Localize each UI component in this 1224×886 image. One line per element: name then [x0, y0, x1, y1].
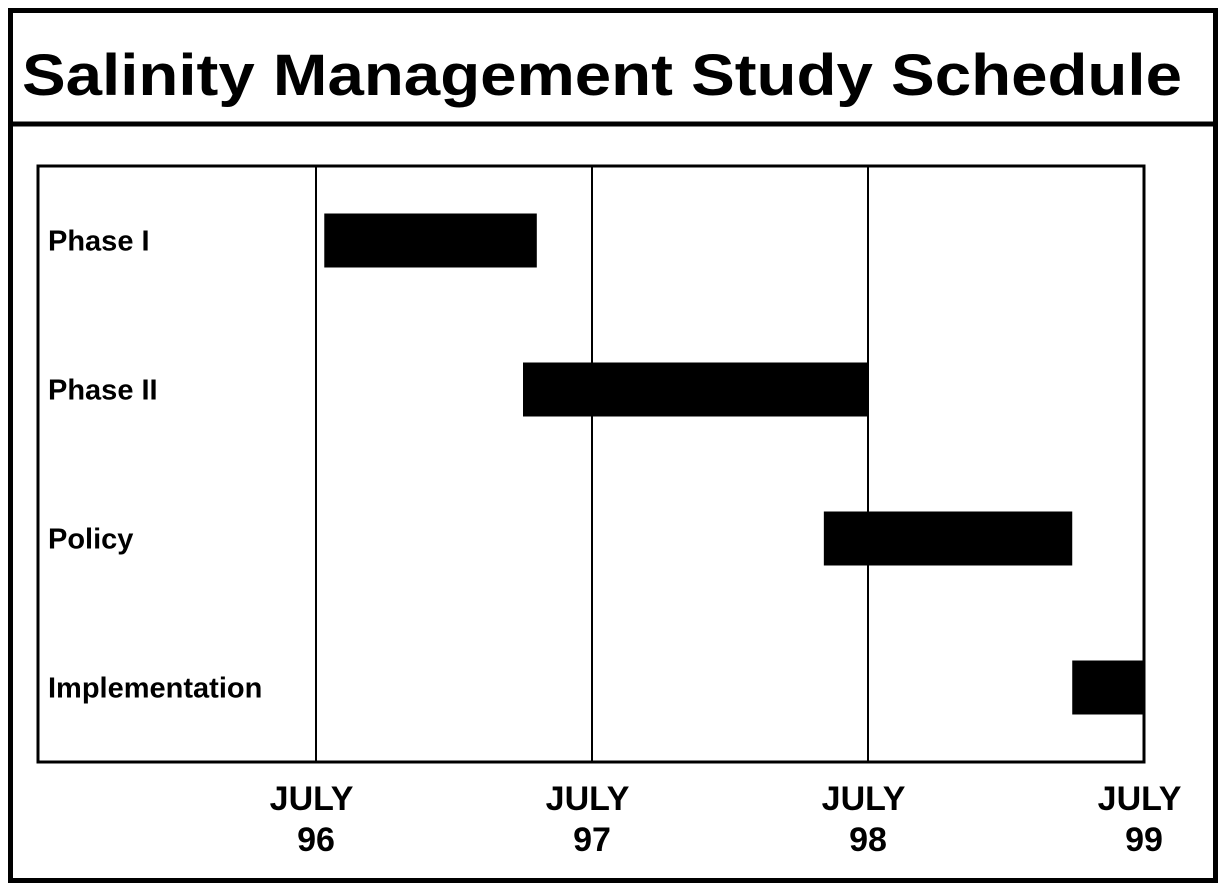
- y-tick-label: Phase I: [48, 226, 150, 258]
- bar: [523, 362, 868, 417]
- x-tick-label: JULY 99: [1098, 780, 1191, 859]
- x-tick-label: JULY 98: [822, 780, 915, 859]
- y-tick-label: Implementation: [48, 673, 262, 705]
- y-tick-label: Phase II: [48, 375, 158, 407]
- bar: [324, 213, 537, 268]
- x-tick-label: JULY 97: [546, 780, 639, 859]
- bar: [1072, 660, 1144, 715]
- x-tick-label: JULY 96: [270, 780, 363, 859]
- bar: [823, 511, 1073, 566]
- outer-frame: [8, 8, 1218, 883]
- y-tick-label: Policy: [48, 524, 133, 556]
- chart-title: Salinity Management Study Schedule: [22, 43, 1182, 108]
